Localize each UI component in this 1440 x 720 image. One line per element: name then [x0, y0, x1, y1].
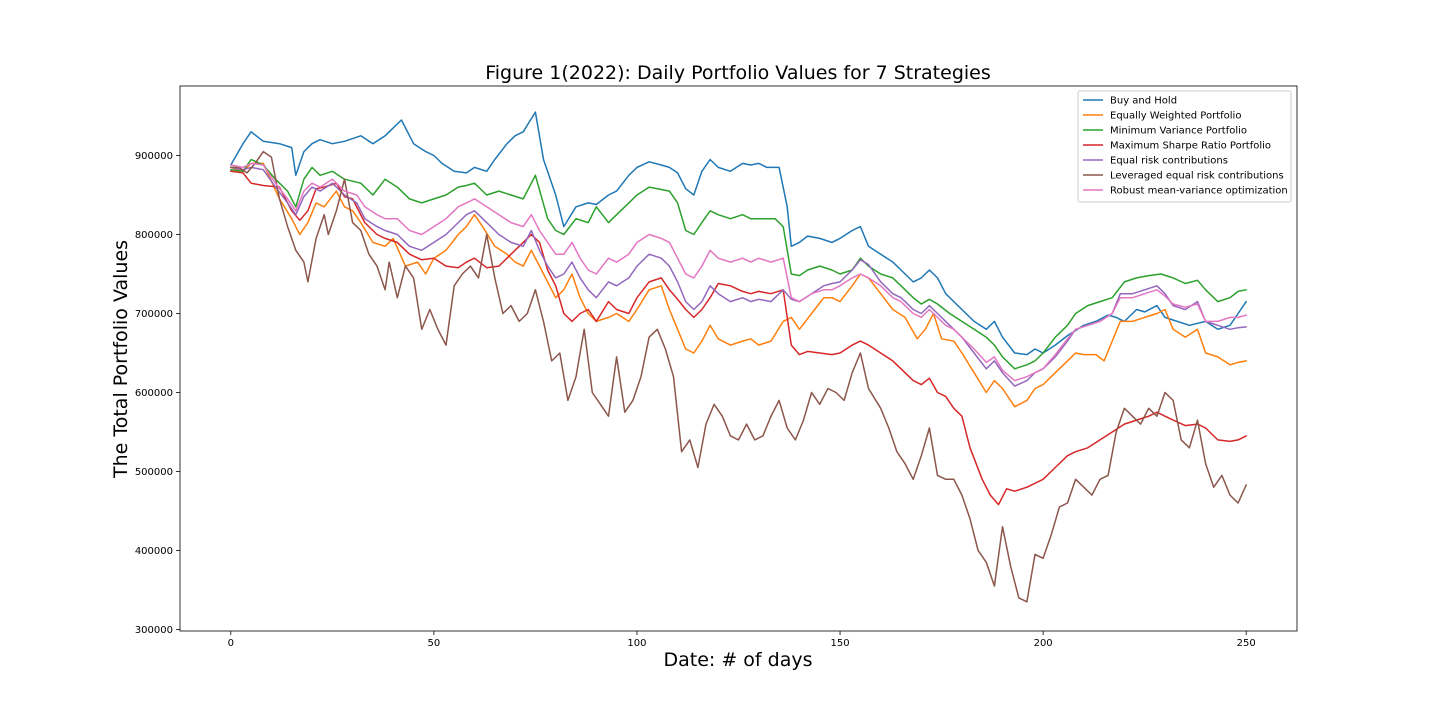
y-tick-label: 800000	[135, 230, 173, 241]
y-axis-label: The Total Portfolio Values	[110, 240, 132, 479]
x-tick-label: 200	[1034, 638, 1053, 649]
series-line-3	[230, 158, 1247, 370]
plot-area	[179, 85, 1298, 632]
chart-title: Figure 1(2022): Daily Portfolio Values f…	[485, 62, 991, 84]
series-line-4	[230, 170, 1247, 506]
y-tick-label: 300000	[135, 625, 173, 636]
x-tick-label: 0	[228, 638, 234, 649]
x-tick-label: 50	[427, 638, 440, 649]
legend-label: Equally Weighted Portfolio	[1110, 111, 1241, 122]
series-line-5	[230, 166, 1247, 387]
y-tick-label: 500000	[135, 467, 173, 478]
legend-label: Equal risk contributions	[1110, 156, 1228, 167]
x-axis: 0 50 100 150 200 250	[228, 631, 1256, 649]
legend-box	[1077, 90, 1292, 203]
legend-label: Leveraged equal risk contributions	[1110, 171, 1284, 182]
series-line-1	[230, 111, 1247, 356]
legend-label: Minimum Variance Portfolio	[1110, 126, 1247, 137]
x-axis-label: Date: # of days	[663, 649, 812, 671]
y-axis: 300000 400000 500000 600000 700000 800000 9000…	[135, 151, 180, 636]
y-tick-label: 700000	[135, 309, 173, 320]
x-tick-label: 100	[627, 638, 646, 649]
y-tick-label: 900000	[135, 151, 173, 162]
legend-label: Robust mean-variance optimization	[1110, 186, 1288, 197]
x-tick-label: 150	[830, 638, 849, 649]
x-tick-label: 250	[1237, 638, 1256, 649]
legend: Buy and Hold Equally Weighted Portfolio Mi…	[1077, 90, 1292, 203]
y-tick-label: 600000	[135, 388, 173, 399]
legend-label: Buy and Hold	[1110, 96, 1177, 107]
y-tick-label: 400000	[135, 546, 173, 557]
series-line-6	[230, 150, 1247, 603]
legend-label: Maximum Sharpe Ratio Portfolio	[1110, 141, 1271, 152]
series-group	[230, 111, 1247, 603]
series-line-7	[230, 162, 1247, 382]
series-line-2	[230, 162, 1247, 408]
